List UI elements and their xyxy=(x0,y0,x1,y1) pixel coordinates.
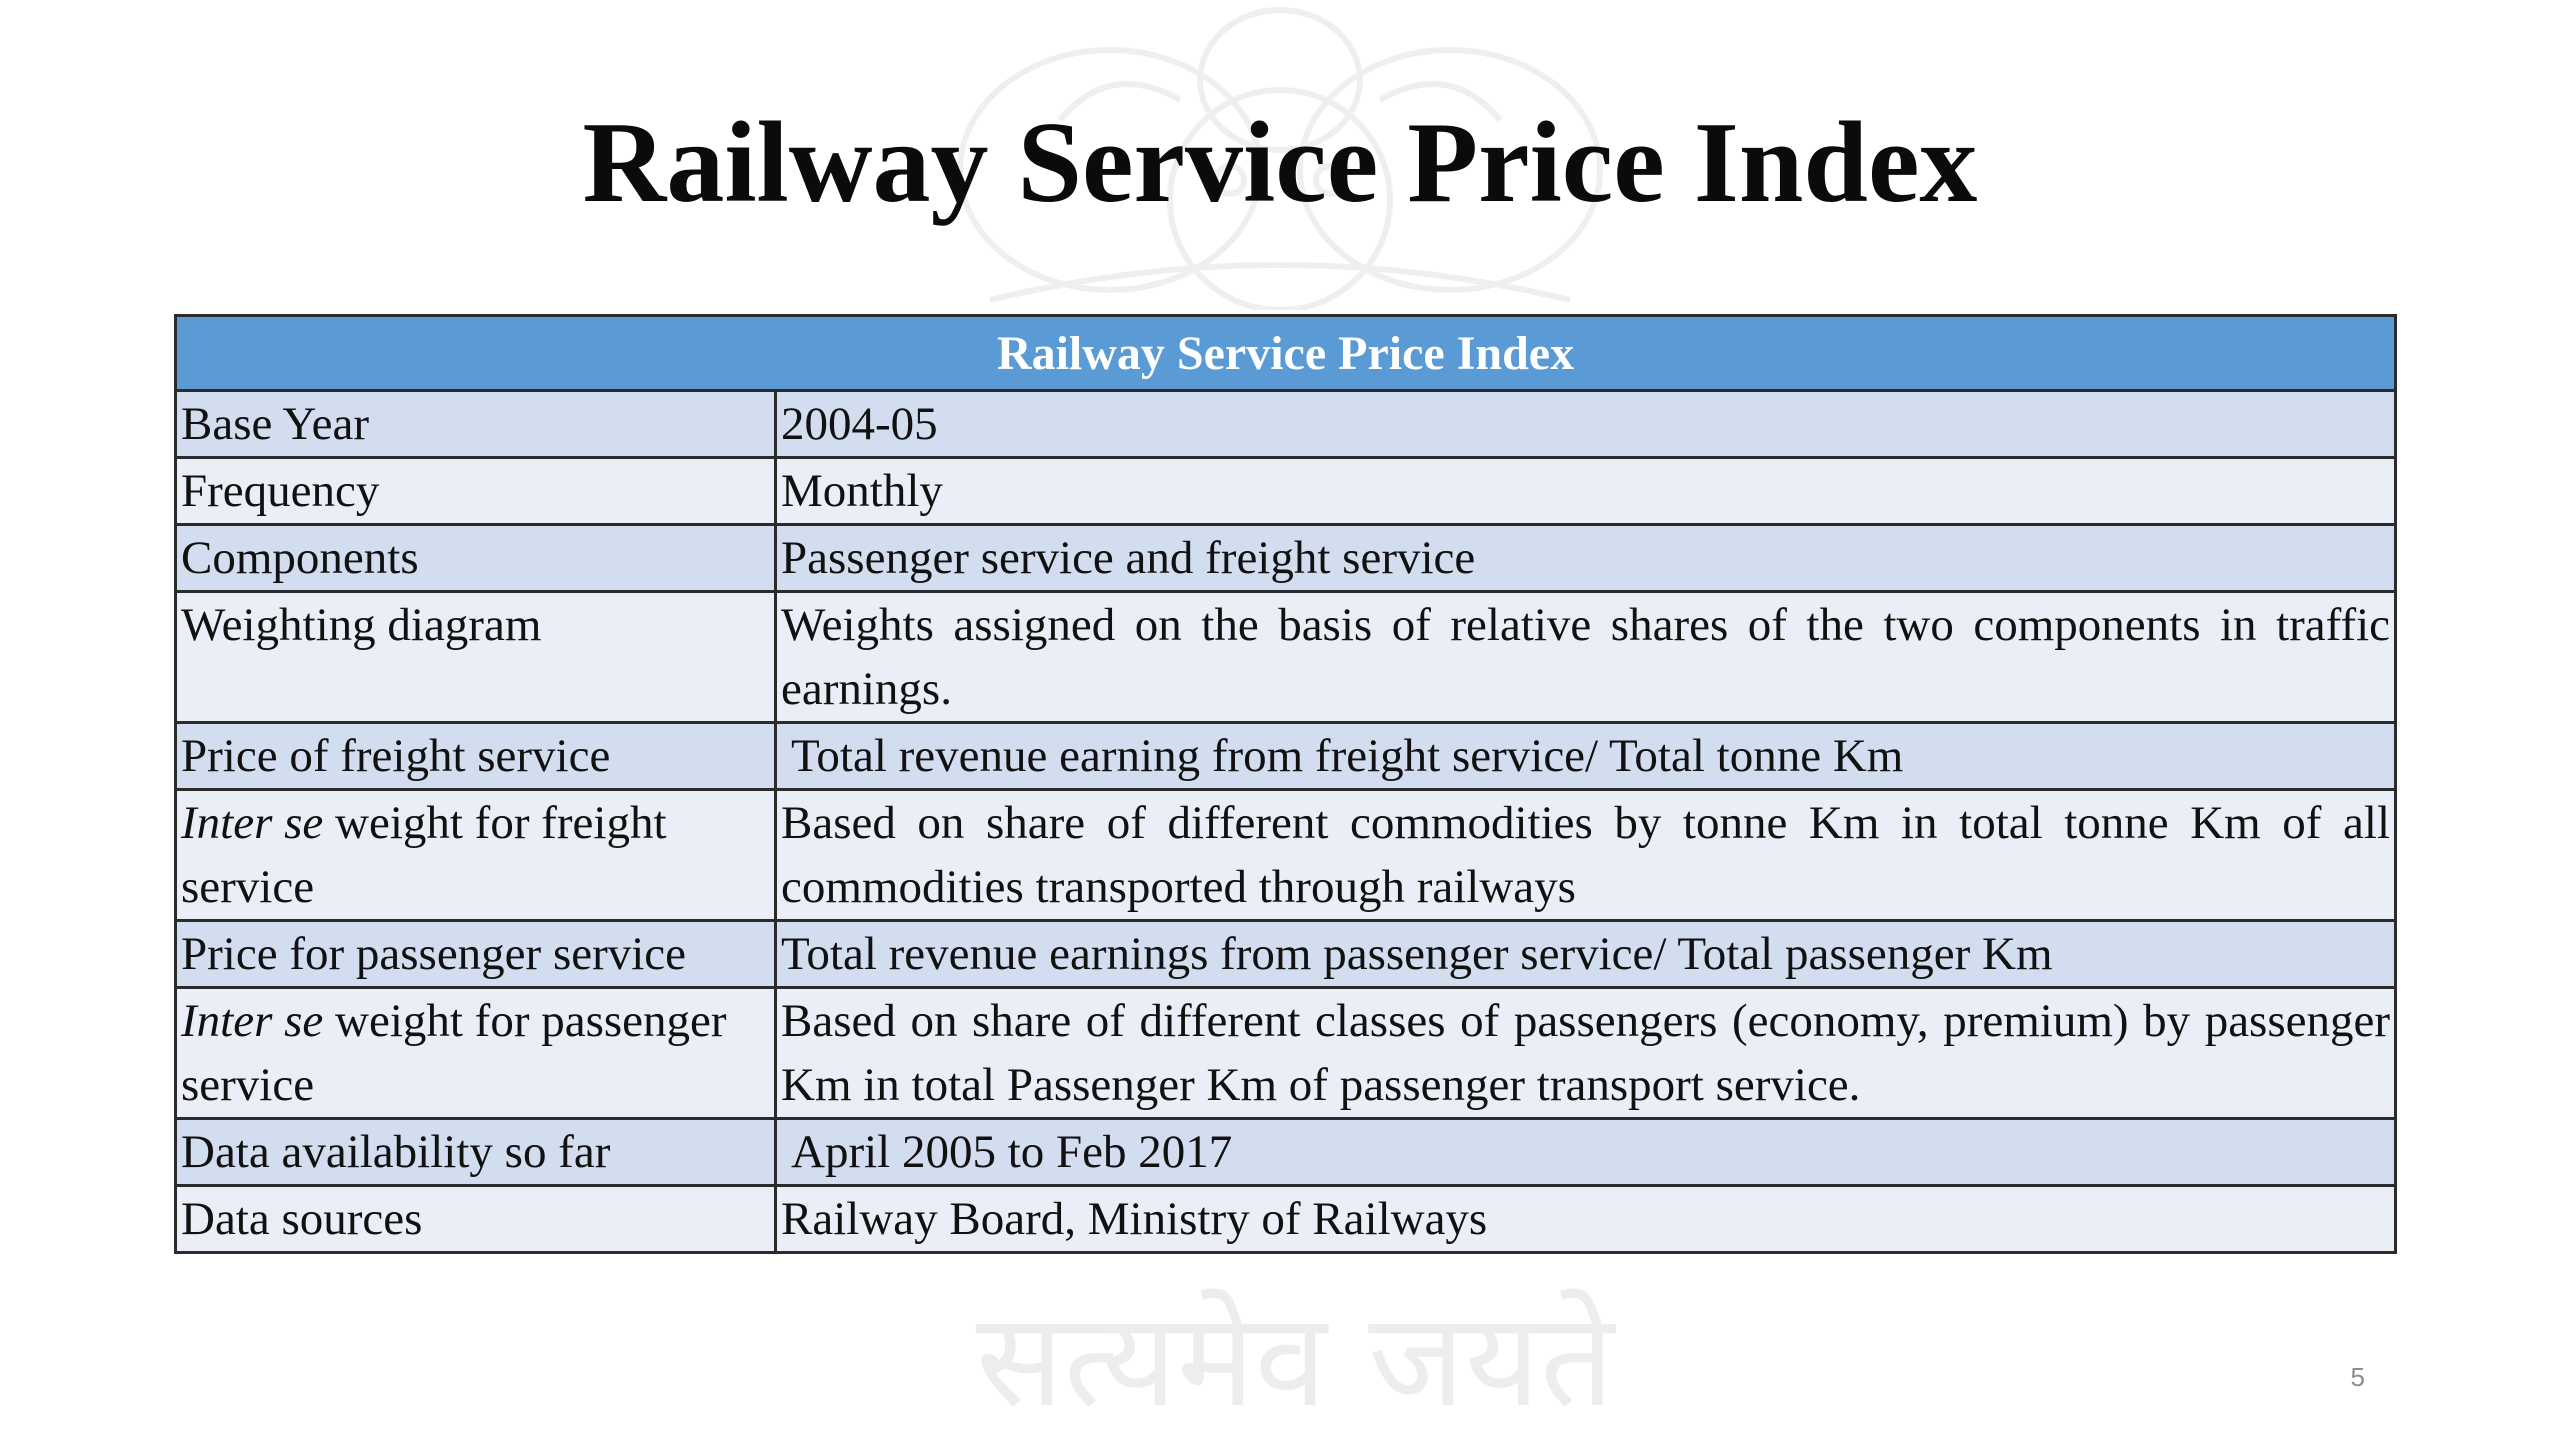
row-value: Railway Board, Ministry of Railways xyxy=(773,1184,2398,1254)
table-row: Components Passenger service and freight… xyxy=(174,523,2398,593)
motto-watermark: सत्यमेव जयते xyxy=(976,1284,1616,1436)
row-value: 2004-05 xyxy=(773,389,2398,459)
slide-title: Railway Service Price Index xyxy=(582,99,1978,227)
row-value: Monthly xyxy=(773,456,2398,526)
motto-text: सत्यमेव जयते xyxy=(976,1284,1616,1436)
table-row: Base Year 2004-05 xyxy=(174,389,2398,459)
table-row: Inter se weight for passenger service Ba… xyxy=(174,986,2398,1120)
row-label-italic: Inter se xyxy=(181,797,324,849)
table-row: Frequency Monthly xyxy=(174,456,2398,526)
row-value: April 2005 to Feb 2017 xyxy=(773,1117,2398,1187)
info-table-container: Railway Service Price Index Base Year 20… xyxy=(173,314,2398,1254)
table-row: Weighting diagram Weights assigned on th… xyxy=(174,590,2398,724)
row-label: Data sources xyxy=(174,1184,777,1254)
row-label: Inter se weight for freight service xyxy=(174,788,777,922)
table-header-row: Railway Service Price Index xyxy=(173,314,2398,392)
table-row: Inter se weight for freight service Base… xyxy=(174,788,2398,922)
row-value: Weights assigned on the basis of relativ… xyxy=(773,590,2398,724)
table-header: Railway Service Price Index xyxy=(173,314,2398,392)
page-number: 5 xyxy=(2350,1362,2365,1392)
row-label: Price for passenger service xyxy=(174,919,777,989)
row-label: Inter se weight for passenger service xyxy=(174,986,777,1120)
table-row: Price of freight service Total revenue e… xyxy=(174,721,2398,791)
row-label: Components xyxy=(174,523,777,593)
row-value: Passenger service and freight service xyxy=(773,523,2398,593)
row-label-rest: weight for freight service xyxy=(181,797,667,913)
info-table: Railway Service Price Index Base Year 20… xyxy=(173,314,2398,1254)
row-label-rest: weight for passenger service xyxy=(181,995,727,1111)
row-value: Based on share of different commodities … xyxy=(773,788,2398,922)
emblem-watermark xyxy=(957,7,1603,310)
row-label: Base Year xyxy=(174,389,777,459)
row-label: Weighting diagram xyxy=(174,590,777,724)
row-label: Frequency xyxy=(174,456,777,526)
row-value: Total revenue earning from freight servi… xyxy=(773,721,2398,791)
table-row: Data sources Railway Board, Ministry of … xyxy=(174,1184,2398,1254)
row-label-italic: Inter se xyxy=(181,995,324,1047)
row-value: Total revenue earnings from passenger se… xyxy=(773,919,2398,989)
row-label: Price of freight service xyxy=(174,721,777,791)
row-label: Data availability so far xyxy=(174,1117,777,1187)
row-value: Based on share of different classes of p… xyxy=(773,986,2398,1120)
table-row: Price for passenger service Total revenu… xyxy=(174,919,2398,989)
table-row: Data availability so far April 2005 to F… xyxy=(174,1117,2398,1187)
